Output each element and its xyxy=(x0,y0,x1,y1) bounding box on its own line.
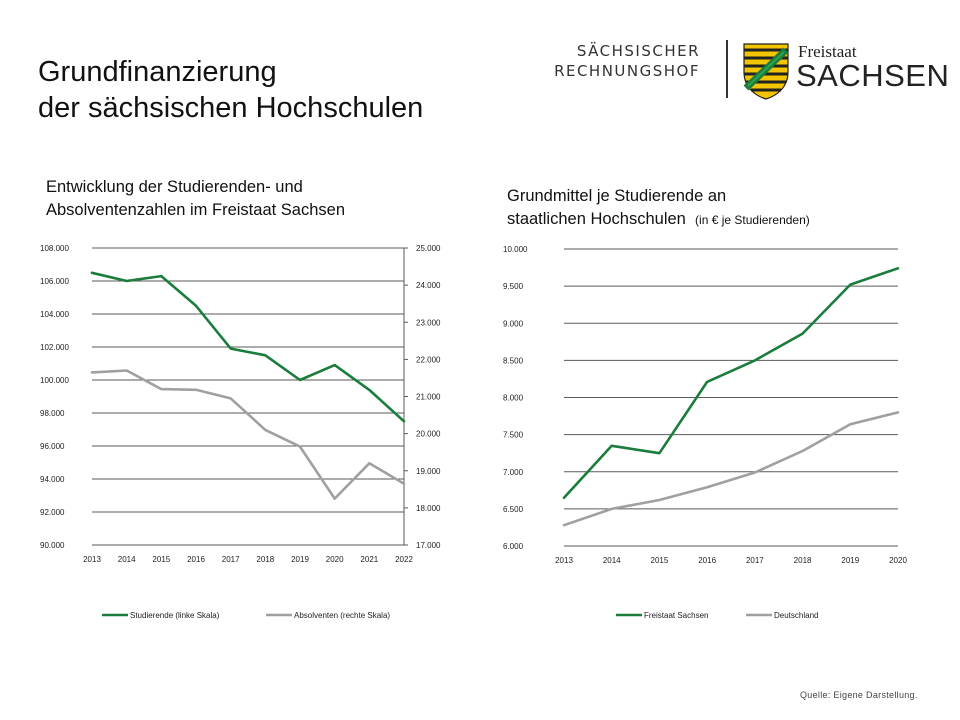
y-tick-label-right: 22.000 xyxy=(416,355,441,364)
page-title-line2: der sächsischen Hochschulen xyxy=(38,92,424,124)
chart2-subtitle: Grundmittel je Studierende an staatliche… xyxy=(507,185,810,232)
x-tick-label: 2015 xyxy=(152,555,170,564)
y-tick-label-left: 9.500 xyxy=(503,282,524,291)
y-tick-label-left: 104.000 xyxy=(40,310,69,319)
y-tick-label-right: 25.000 xyxy=(416,244,441,253)
logo-divider xyxy=(726,40,728,98)
y-tick-label-right: 21.000 xyxy=(416,393,441,402)
y-tick-label-left: 102.000 xyxy=(40,343,69,352)
state-name-line1: Freistaat xyxy=(798,42,857,61)
y-tick-label-left: 100.000 xyxy=(40,376,69,385)
chart2-subtitle-note: (in € je Studierenden) xyxy=(695,213,810,227)
legend-label: Absolventen (rechte Skala) xyxy=(294,611,390,620)
x-tick-label: 2013 xyxy=(83,555,101,564)
y-tick-label-left: 8.500 xyxy=(503,356,524,365)
x-tick-label: 2021 xyxy=(360,555,378,564)
y-tick-label-left: 9.000 xyxy=(503,319,524,328)
org-name-line1: SÄCHSISCHER xyxy=(576,42,700,60)
x-tick-label: 2017 xyxy=(746,556,764,565)
legend-label: Freistaat Sachsen xyxy=(644,611,708,620)
y-tick-label-left: 7.000 xyxy=(503,468,524,477)
y-tick-label-left: 108.000 xyxy=(40,244,69,253)
y-tick-label-left: 96.000 xyxy=(40,442,65,451)
x-tick-label: 2019 xyxy=(841,556,859,565)
chart1-subtitle-line1: Entwicklung der Studierenden- und xyxy=(46,178,303,196)
x-tick-label: 2022 xyxy=(395,555,413,564)
x-tick-label: 2020 xyxy=(889,556,907,565)
y-tick-label-left: 10.000 xyxy=(503,245,528,254)
y-tick-label-right: 19.000 xyxy=(416,467,441,476)
page-title: Grundfinanzierung der sächsischen Hochsc… xyxy=(38,54,423,126)
y-tick-label-right: 20.000 xyxy=(416,430,441,439)
source-note: Quelle: Eigene Darstellung. xyxy=(800,690,918,700)
chart1-subtitle-line2: Absolventenzahlen im Freistaat Sachsen xyxy=(46,201,345,219)
x-tick-label: 2017 xyxy=(222,555,240,564)
x-tick-label: 2013 xyxy=(555,556,573,565)
x-tick-label: 2019 xyxy=(291,555,309,564)
y-tick-label-left: 6.500 xyxy=(503,505,524,514)
y-tick-label-left: 8.000 xyxy=(503,394,524,403)
y-tick-label-left: 106.000 xyxy=(40,277,69,286)
x-tick-label: 2014 xyxy=(603,556,621,565)
series-line-secondary xyxy=(90,369,406,500)
y-tick-label-left: 90.000 xyxy=(40,541,65,550)
x-tick-label: 2016 xyxy=(187,555,205,564)
page-title-line1: Grundfinanzierung xyxy=(38,56,277,88)
legend-label: Deutschland xyxy=(774,611,818,620)
y-tick-label-right: 18.000 xyxy=(416,504,441,513)
x-tick-label: 2018 xyxy=(794,556,812,565)
y-tick-label-right: 24.000 xyxy=(416,281,441,290)
saxony-coat-of-arms-icon xyxy=(743,43,789,100)
chart2-subtitle-line1: Grundmittel je Studierende an xyxy=(507,187,727,205)
header-logo: SÄCHSISCHER RECHNUNGSHOF Freistaat SACHS… xyxy=(554,38,949,102)
y-tick-label-left: 6.000 xyxy=(503,542,524,551)
y-tick-label-left: 7.500 xyxy=(503,431,524,440)
y-tick-label-left: 98.000 xyxy=(40,409,65,418)
state-name-line2: SACHSEN xyxy=(796,58,950,93)
series-line-primary xyxy=(562,266,900,500)
y-tick-label-left: 92.000 xyxy=(40,508,65,517)
x-tick-label: 2016 xyxy=(698,556,716,565)
x-tick-label: 2014 xyxy=(118,555,136,564)
series-line-primary xyxy=(90,271,406,423)
chart2-subtitle-line2: staatlichen Hochschulen xyxy=(507,210,686,228)
y-tick-label-right: 17.000 xyxy=(416,541,441,550)
x-tick-label: 2018 xyxy=(256,555,274,564)
x-tick-label: 2020 xyxy=(326,555,344,564)
x-tick-label: 2015 xyxy=(651,556,669,565)
legend-label: Studierende (linke Skala) xyxy=(130,611,220,620)
org-name-line2: RECHNUNGSHOF xyxy=(554,62,700,80)
series-line-secondary xyxy=(562,411,900,527)
y-tick-label-right: 23.000 xyxy=(416,318,441,327)
y-tick-label-left: 94.000 xyxy=(40,475,65,484)
chart1-subtitle: Entwicklung der Studierenden- und Absolv… xyxy=(46,176,345,222)
